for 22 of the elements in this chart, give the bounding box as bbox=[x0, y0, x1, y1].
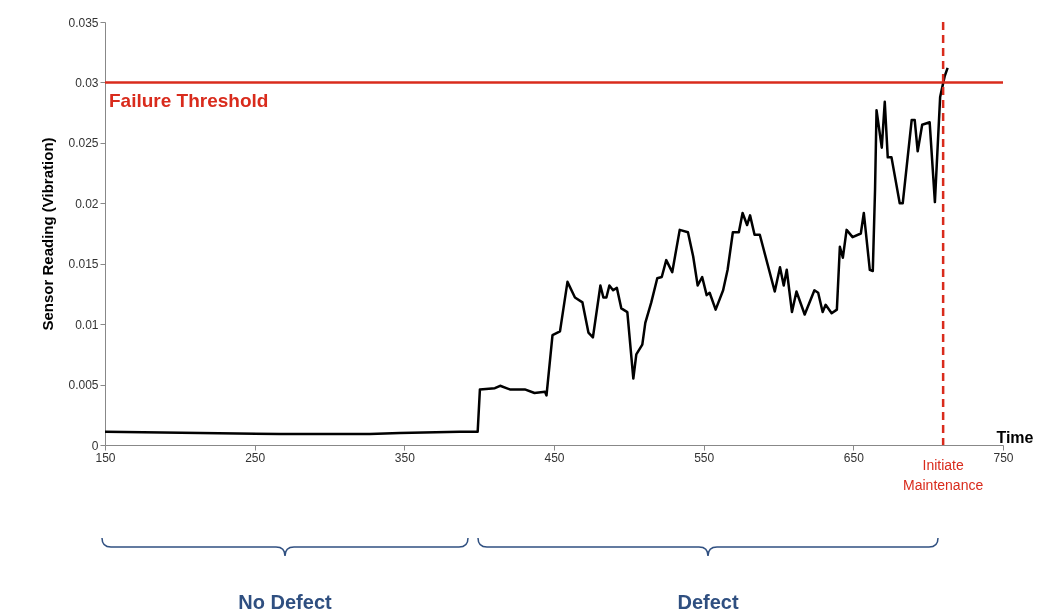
x-tick-label: 350 bbox=[394, 450, 416, 465]
x-tick-label: 450 bbox=[544, 450, 565, 465]
y-tick-label: 0.02 bbox=[75, 196, 99, 211]
y-tick-label: 0 bbox=[91, 438, 99, 453]
y-tick-label: 0.015 bbox=[68, 257, 99, 272]
x-tick-label: 150 bbox=[95, 450, 116, 465]
y-tick-label: 0.005 bbox=[68, 378, 99, 393]
text: No Defect bbox=[238, 591, 333, 613]
ref-line-label: Failure Threshold bbox=[109, 90, 269, 112]
y-tick-label: 0.01 bbox=[75, 317, 99, 332]
y-tick-label: 0.03 bbox=[75, 75, 99, 90]
x-tick-label: 750 bbox=[993, 450, 1014, 465]
x-tick-label: 550 bbox=[694, 450, 715, 465]
x-axis-title: Time bbox=[996, 428, 1034, 446]
ref-line-label: Initiate Maintenance bbox=[903, 457, 984, 493]
x-tick-label: 650 bbox=[843, 450, 865, 465]
x-tick-label: 250 bbox=[245, 450, 266, 465]
y-tick-label: 0.035 bbox=[68, 15, 99, 30]
text: Defect bbox=[677, 591, 739, 613]
y-tick-label: 0.025 bbox=[68, 136, 99, 151]
y-axis-title: Sensor Reading (Vibration) bbox=[39, 137, 57, 331]
line-series bbox=[103, 66, 949, 436]
